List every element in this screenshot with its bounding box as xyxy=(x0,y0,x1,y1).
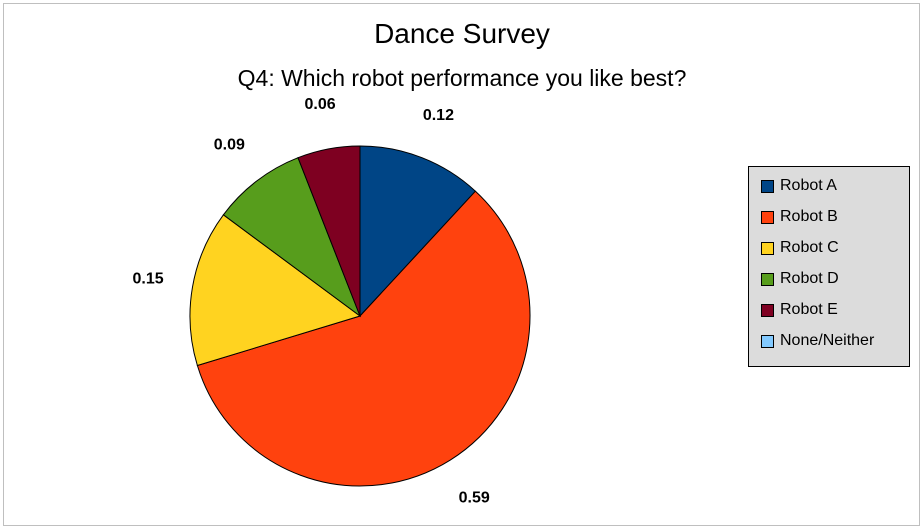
data-label-robot-c: 0.15 xyxy=(133,271,164,288)
legend-label: Robot B xyxy=(780,208,838,225)
legend-item-none-neither: None/Neither xyxy=(761,331,874,351)
data-label-robot-b: 0.59 xyxy=(459,489,490,506)
legend-swatch xyxy=(761,241,774,255)
chart-title: Dance Survey xyxy=(374,18,550,49)
legend-item-robot-c: Robot C xyxy=(761,238,839,258)
legend-swatch xyxy=(761,179,774,193)
legend-swatch xyxy=(761,272,774,286)
chart-subtitle: Q4: Which robot performance you like bes… xyxy=(237,65,687,91)
legend-label: Robot D xyxy=(780,270,839,287)
data-label-robot-d: 0.09 xyxy=(214,137,245,154)
data-label-robot-a: 0.12 xyxy=(423,107,454,124)
chart-legend: Robot A Robot B Robot C Robot D Robot E … xyxy=(748,166,910,367)
legend-item-robot-d: Robot D xyxy=(761,269,839,289)
legend-item-robot-b: Robot B xyxy=(761,207,838,227)
legend-label: Robot A xyxy=(780,177,837,194)
pie-slice-robot-b xyxy=(196,190,531,487)
pie-slice-robot-e xyxy=(297,145,361,317)
legend-label: Robot E xyxy=(780,301,838,318)
legend-swatch xyxy=(761,303,774,317)
data-label-robot-e: 0.06 xyxy=(305,96,336,113)
legend-swatch xyxy=(761,210,774,224)
legend-label: Robot C xyxy=(780,239,839,256)
pie-slice-robot-a xyxy=(359,145,477,318)
pie-slice-robot-c xyxy=(189,214,362,367)
pie-slice-robot-d xyxy=(222,157,362,318)
legend-swatch xyxy=(761,334,774,348)
legend-item-robot-e: Robot E xyxy=(761,300,838,320)
legend-label: None/Neither xyxy=(780,332,875,349)
legend-item-robot-a: Robot A xyxy=(761,176,837,196)
